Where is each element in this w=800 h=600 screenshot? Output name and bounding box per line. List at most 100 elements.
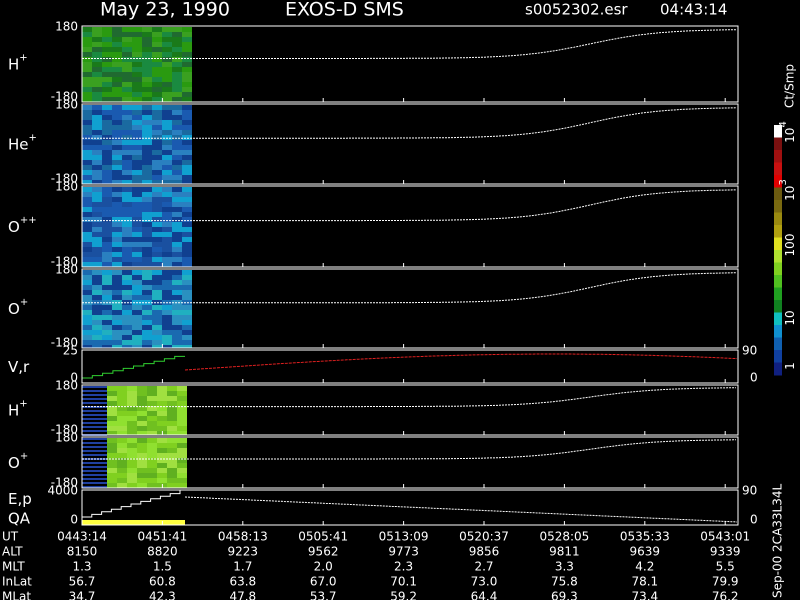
spectrogram-cell — [102, 247, 112, 252]
spectrogram-cell — [112, 87, 122, 92]
spectrogram-cell — [122, 110, 132, 115]
spectrogram-cell — [132, 92, 142, 97]
spectrogram-cell — [157, 448, 167, 453]
spectrogram-cell — [162, 237, 172, 242]
spectrogram-cell — [137, 463, 147, 468]
spectrogram-cell — [127, 473, 137, 478]
spectrogram-cell — [152, 82, 162, 87]
spectrogram-cell — [102, 67, 112, 72]
panel-label-2: QA — [8, 510, 31, 528]
spectrogram-cell — [157, 443, 167, 448]
spectrogram-cell — [102, 305, 112, 310]
spectrogram-cell — [102, 315, 112, 320]
spectrogram-cell — [147, 463, 157, 468]
spectrogram-cell — [122, 295, 132, 300]
stripe — [82, 414, 107, 416]
spectrogram-cell — [152, 187, 162, 192]
y-tick-label: -180 — [51, 423, 78, 437]
stripe — [82, 394, 107, 396]
spectrogram-cell — [112, 155, 122, 160]
spectrogram-cell — [147, 396, 157, 401]
spectrogram-cell — [182, 92, 192, 97]
spectrogram-cell — [112, 92, 122, 97]
spectrogram-cell — [122, 285, 132, 290]
spectrogram-cell — [92, 170, 102, 175]
spectrogram-cell — [112, 125, 122, 130]
spectrogram-cell — [162, 295, 172, 300]
spectrogram-cell — [92, 252, 102, 257]
spectrogram-cell — [142, 257, 152, 262]
spectrogram-cell — [122, 257, 132, 262]
spectrogram-cell — [82, 42, 92, 47]
spectrogram-cell — [92, 52, 102, 57]
spectrogram-cell — [112, 257, 122, 262]
spectrogram-cell — [102, 120, 112, 125]
spectrogram-cell — [102, 242, 112, 247]
spectrogram-cell — [107, 431, 117, 435]
spectrogram-cell — [182, 87, 192, 92]
spectrogram-cell — [92, 237, 102, 242]
spectrogram-cell — [82, 345, 92, 348]
spectrogram-cell — [172, 155, 182, 160]
spectrogram-cell — [142, 280, 152, 285]
side-note: Sep-00 2CA33L34L — [771, 484, 785, 598]
spectrogram-cell — [132, 175, 142, 180]
spectrogram-cell — [152, 257, 162, 262]
y-tick-label: 180 — [55, 263, 78, 277]
spectrogram-cell — [112, 335, 122, 340]
y-tick-label: 0 — [70, 371, 78, 385]
spectrogram-cell — [92, 140, 102, 145]
spectrogram-cell — [82, 290, 92, 295]
spectrogram-cell — [112, 315, 122, 320]
spectrogram-cell — [122, 92, 132, 97]
spectrogram-cell — [177, 483, 187, 488]
spectrogram-cell — [92, 92, 102, 97]
spectrogram-cell — [132, 207, 142, 212]
spectrogram-cell — [182, 47, 192, 52]
spectrogram-cell — [117, 448, 127, 453]
spectrogram-cell — [127, 426, 137, 431]
spectrogram-cell — [172, 187, 182, 192]
spectrogram-cell — [142, 192, 152, 197]
spectrogram-cell — [172, 72, 182, 77]
spectrogram-cell — [162, 120, 172, 125]
spectrogram-cell — [117, 468, 127, 473]
spectrogram-cell — [102, 47, 112, 52]
spectrogram-cell — [127, 463, 137, 468]
footer-value: 53.7 — [310, 590, 337, 600]
spectrogram-cell — [112, 47, 122, 52]
spectrogram-cell — [152, 175, 162, 180]
spectrogram-cell — [122, 325, 132, 330]
energy-trace — [81, 490, 181, 519]
spectrogram-cell — [132, 335, 142, 340]
spectrogram-cell — [82, 315, 92, 320]
spectrogram-cell — [147, 426, 157, 431]
spectrogram-cell — [102, 197, 112, 202]
spectrogram-cell — [182, 42, 192, 47]
spectrogram-cell — [147, 473, 157, 478]
spectrogram-cell — [82, 140, 92, 145]
spectrogram-cell — [82, 192, 92, 197]
panel-label-sup: + — [20, 451, 28, 462]
spectrogram-cell — [112, 247, 122, 252]
spectrogram-cell — [102, 257, 112, 262]
spectrogram-cell — [142, 305, 152, 310]
panel-label-sup: + — [19, 53, 27, 64]
spectrogram-cell — [182, 155, 192, 160]
spectrogram-cell — [142, 135, 152, 140]
spectrogram-cell — [172, 160, 182, 165]
spectrogram-cell — [82, 130, 92, 135]
spectrogram-cell — [142, 105, 152, 110]
footer-value: 34.7 — [69, 590, 96, 600]
spectrogram-cell — [102, 42, 112, 47]
spectrogram-cell — [132, 315, 142, 320]
spectrogram-cell — [122, 42, 132, 47]
date: May 23, 1990 — [100, 0, 230, 21]
spectrogram-cell — [122, 275, 132, 280]
spectrogram-cell — [132, 42, 142, 47]
stripe — [82, 466, 107, 468]
spectrogram-cell — [172, 257, 182, 262]
spectrogram-cell — [92, 62, 102, 67]
spectrogram-cell — [152, 192, 162, 197]
spectrogram-cell — [162, 217, 172, 222]
